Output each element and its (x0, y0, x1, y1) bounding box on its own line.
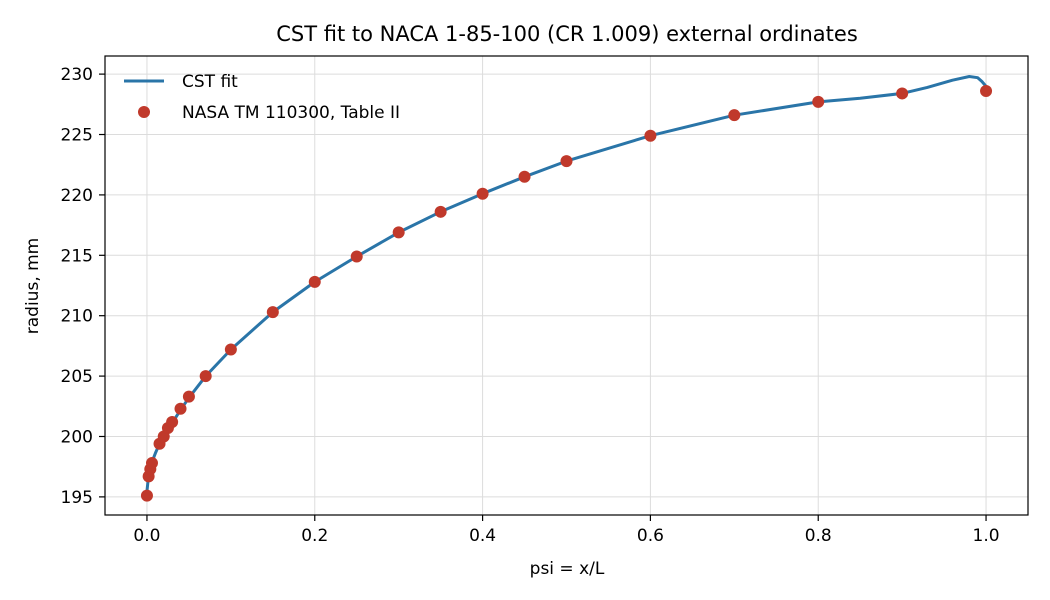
data-point (392, 226, 405, 239)
data-point (308, 275, 321, 288)
x-tick-label: 0.6 (637, 526, 664, 546)
data-point (476, 187, 489, 200)
legend-label-points: NASA TM 110300, Table II (182, 103, 400, 123)
data-point (224, 343, 237, 356)
data-point (174, 402, 187, 415)
y-tick-label: 200 (61, 427, 93, 447)
x-tick-label: 1.0 (973, 526, 1000, 546)
y-axis-label: radius, mm (23, 238, 43, 334)
data-point (518, 170, 531, 183)
data-point (350, 250, 363, 263)
y-tick-label: 220 (61, 186, 93, 206)
y-tick-label: 225 (61, 126, 93, 146)
legend-label-fit: CST fit (182, 72, 238, 92)
plot-marks (140, 75, 993, 502)
data-point (728, 109, 741, 122)
y-tick-label: 230 (61, 65, 93, 85)
data-point (812, 95, 825, 108)
plot-frame (104, 55, 1029, 516)
y-tick-label: 215 (61, 246, 93, 266)
y-tick-label: 205 (61, 367, 93, 387)
x-tick-label: 0.2 (301, 526, 328, 546)
x-axis-ticks: 0.0 0.2 0.4 0.6 0.8 1.0 (133, 515, 1000, 546)
y-tick-label: 195 (61, 488, 93, 508)
data-point (644, 129, 657, 142)
x-tick-label: 0.8 (805, 526, 832, 546)
data-point (266, 306, 279, 319)
chart-title: CST fit to NACA 1-85-100 (CR 1.009) exte… (276, 22, 858, 46)
legend: CST fit NASA TM 110300, Table II (124, 72, 400, 123)
grid (105, 56, 1028, 515)
data-point (896, 87, 909, 100)
data-point (166, 415, 179, 428)
data-point (145, 457, 158, 470)
x-tick-label: 0.4 (469, 526, 496, 546)
y-axis-ticks: 195 200 205 210 215 220 225 230 (61, 65, 105, 508)
data-point (140, 489, 153, 502)
legend-point-swatch (138, 106, 150, 118)
data-point (199, 370, 212, 383)
data-point (182, 390, 195, 403)
x-axis-label: psi = x/L (530, 559, 605, 579)
x-tick-label: 0.0 (133, 526, 160, 546)
data-point (980, 85, 993, 98)
y-tick-label: 210 (61, 307, 93, 327)
data-point (434, 205, 447, 218)
data-point (560, 155, 573, 168)
